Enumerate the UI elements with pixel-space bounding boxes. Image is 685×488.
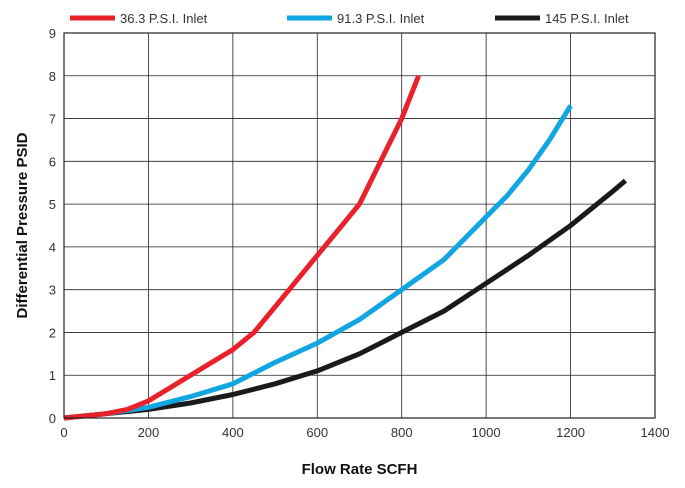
x-tick-label: 800 bbox=[391, 425, 413, 440]
legend-label: 36.3 P.S.I. Inlet bbox=[120, 11, 208, 26]
y-tick-label: 3 bbox=[49, 283, 56, 298]
y-tick-label: 2 bbox=[49, 325, 56, 340]
series-layer bbox=[63, 74, 628, 421]
y-tick-label: 8 bbox=[49, 69, 56, 84]
y-tick-label: 4 bbox=[49, 240, 56, 255]
series-line bbox=[63, 104, 573, 421]
x-tick-label: 200 bbox=[138, 425, 160, 440]
y-tick-label: 6 bbox=[49, 154, 56, 169]
x-tick-label: 1400 bbox=[641, 425, 670, 440]
x-tick-label: 1000 bbox=[472, 425, 501, 440]
x-tick-label: 600 bbox=[306, 425, 328, 440]
x-tick-label: 0 bbox=[60, 425, 67, 440]
y-tick-label: 0 bbox=[49, 411, 56, 426]
x-tick-label: 400 bbox=[222, 425, 244, 440]
legend-label: 145 P.S.I. Inlet bbox=[545, 11, 629, 26]
x-tick-label: 1200 bbox=[556, 425, 585, 440]
series-line bbox=[63, 74, 421, 421]
legend: 36.3 P.S.I. Inlet 91.3 P.S.I. Inlet 145 P.… bbox=[70, 11, 629, 26]
x-axis-title: Flow Rate SCFH bbox=[302, 461, 418, 478]
y-tick-label: 1 bbox=[49, 368, 56, 383]
y-tick-label: 7 bbox=[49, 112, 56, 127]
ticks: 0 200 400 600 800 1000 1200 1400 0 1 2 3 4 5 6 7 8 9 bbox=[49, 26, 670, 440]
plot-frame bbox=[63, 32, 656, 419]
legend-label: 91.3 P.S.I. Inlet bbox=[337, 11, 425, 26]
y-axis-title: Differential Pressure PSID bbox=[14, 132, 31, 318]
y-tick-label: 9 bbox=[49, 26, 56, 41]
series-line bbox=[63, 178, 628, 421]
y-tick-label: 5 bbox=[49, 197, 56, 212]
